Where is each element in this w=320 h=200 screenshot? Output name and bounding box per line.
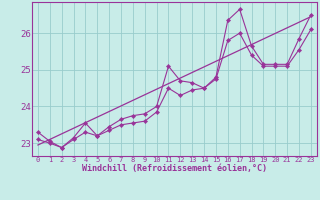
X-axis label: Windchill (Refroidissement éolien,°C): Windchill (Refroidissement éolien,°C) (82, 164, 267, 173)
